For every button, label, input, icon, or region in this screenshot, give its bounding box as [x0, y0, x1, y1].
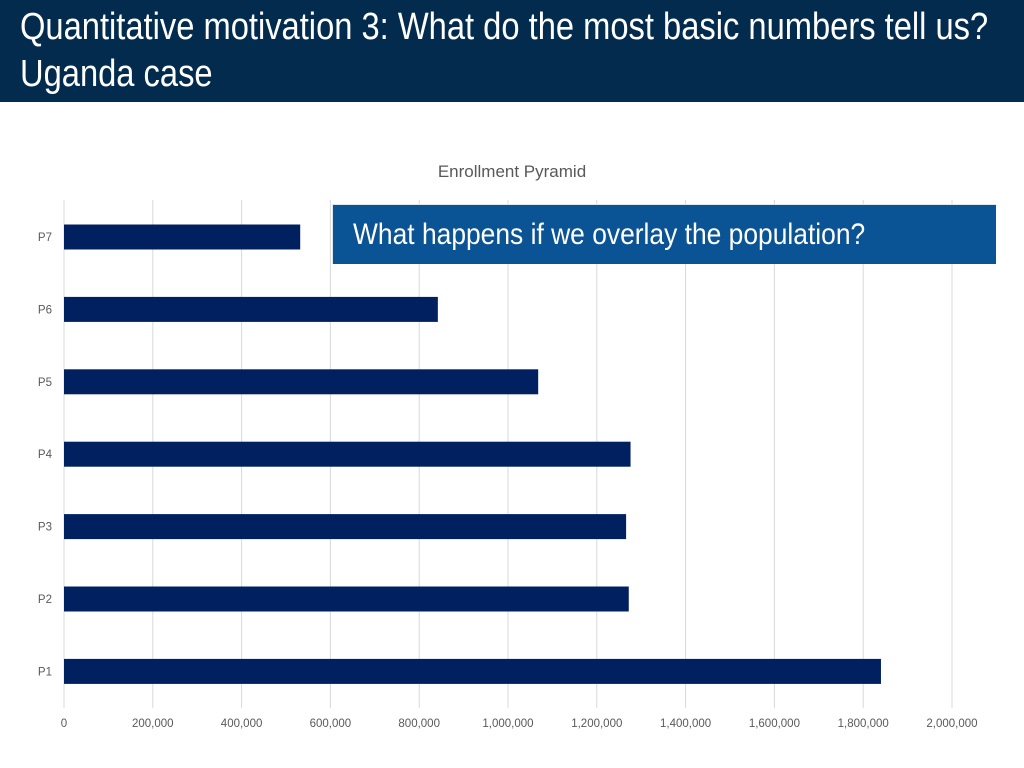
bar-p3: [64, 514, 627, 540]
x-tick-label: 1,000,000: [482, 718, 533, 730]
x-tick-label: 800,000: [398, 718, 440, 730]
chart-bars: [64, 224, 881, 684]
callout-box: What happens if we overlay the populatio…: [332, 204, 996, 264]
chart-x-tick-labels: 0 200,000 400,000 600,000 800,000 1,000,000 1,…: [61, 718, 978, 730]
bar-p5: [64, 369, 539, 395]
bar-p6: [64, 296, 438, 322]
x-tick-label: 400,000: [221, 718, 263, 730]
category-label-p5: P5: [38, 377, 52, 389]
callout-text: What happens if we overlay the populatio…: [353, 218, 866, 251]
x-tick-label: 200,000: [132, 718, 174, 730]
bar-p2: [64, 586, 629, 612]
x-tick-label: 2,000,000: [926, 718, 977, 730]
title-bar: Quantitative motivation 3: What do the m…: [0, 0, 1024, 102]
x-tick-label: 0: [61, 718, 67, 730]
category-label-p7: P7: [38, 232, 52, 244]
category-label-p6: P6: [38, 304, 52, 316]
chart-category-labels: P7 P6 P5 P4 P3 P2 P1: [38, 232, 53, 678]
bar-p7: [64, 224, 301, 250]
x-tick-label: 1,800,000: [838, 718, 889, 730]
x-tick-label: 1,200,000: [571, 718, 622, 730]
category-label-p2: P2: [38, 594, 52, 606]
category-label-p1: P1: [38, 666, 52, 678]
slide-title: Quantitative motivation 3: What do the m…: [20, 6, 989, 95]
chart-title: Enrollment Pyramid: [437, 162, 587, 181]
x-tick-label: 1,600,000: [749, 718, 800, 730]
bar-p4: [64, 441, 631, 467]
x-tick-label: 1,400,000: [660, 718, 711, 730]
category-label-p3: P3: [38, 522, 52, 534]
x-tick-label: 600,000: [310, 718, 352, 730]
category-label-p4: P4: [38, 449, 53, 461]
bar-p1: [64, 658, 881, 684]
